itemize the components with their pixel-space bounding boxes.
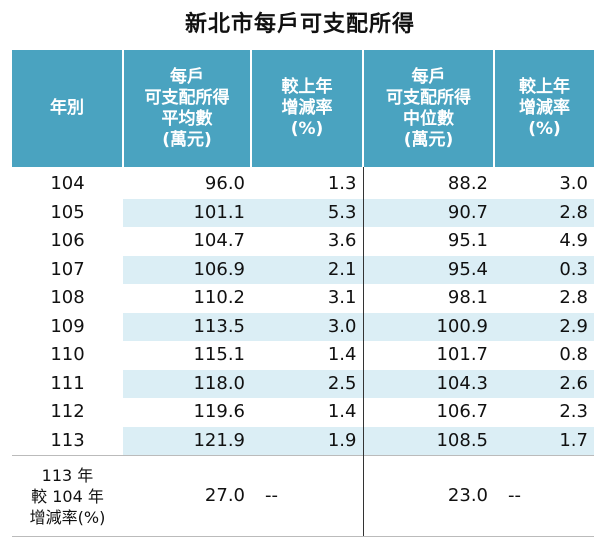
cell-median: 90.7 <box>362 198 494 227</box>
cell-median-change: 1.7 <box>494 426 594 456</box>
cell-median-change: 2.3 <box>559 401 588 423</box>
table-row: 108 110.2 3.1 98.1 2.8 <box>12 284 594 313</box>
cell-average: 106.9 <box>123 255 251 284</box>
table-row: 111 118.0 2.5 104.3 2.6 <box>12 369 594 398</box>
summary-median: 23.0 <box>362 455 494 537</box>
cell-average: 119.6 <box>193 401 245 423</box>
header-average-change: 較上年 增減率 (%) <box>250 50 363 167</box>
cell-average-change: 3.0 <box>251 312 363 341</box>
cell-average-change: 3.1 <box>327 287 357 309</box>
cell-average: 101.1 <box>123 198 251 227</box>
table-row: 109 113.5 3.0 100.9 2.9 <box>12 312 594 341</box>
cell-average-change: 5.3 <box>251 198 363 227</box>
table-header-row: 年別 每戶 可支配所得 平均數 (萬元) 較上年 增減率 (%) 每戶 可支配所… <box>12 50 594 167</box>
cell-average-change: 2.5 <box>251 369 363 398</box>
cell-year: 112 <box>50 401 85 423</box>
header-year: 年別 <box>12 50 123 167</box>
cell-year: 106 <box>50 230 85 252</box>
cell-median: 104.3 <box>362 369 494 398</box>
cell-median: 108.5 <box>362 426 494 456</box>
cell-year: 109 <box>12 312 123 341</box>
summary-label: 113 年 較 104 年 增減率(%) <box>12 455 123 537</box>
cell-median-change: 0.8 <box>559 344 588 366</box>
income-table: 年別 每戶 可支配所得 平均數 (萬元) 較上年 增減率 (%) 每戶 可支配所… <box>12 50 594 537</box>
cell-year: 105 <box>12 198 123 227</box>
cell-average: 118.0 <box>123 369 251 398</box>
cell-year: 110 <box>50 344 85 366</box>
cell-year: 113 <box>12 426 123 456</box>
cell-median: 88.2 <box>362 167 494 199</box>
summary-average: 27.0 <box>123 455 251 537</box>
table-row: 104 96.0 1.3 88.2 3.0 <box>12 167 594 199</box>
cell-median: 101.7 <box>362 341 494 370</box>
cell-average: 110.2 <box>193 287 245 309</box>
cell-average-change: 1.3 <box>327 173 357 195</box>
summary-median-change: -- <box>494 455 594 537</box>
cell-median-change: 2.8 <box>559 287 588 309</box>
header-average-income: 每戶 可支配所得 平均數 (萬元) <box>122 50 251 167</box>
header-median-income: 每戶 可支配所得 中位數 (萬元) <box>362 50 494 167</box>
cell-year: 104 <box>50 173 85 195</box>
cell-average-change: 3.6 <box>327 230 357 252</box>
table-row: 113 121.9 1.9 108.5 1.7 <box>12 426 594 456</box>
table-row: 107 106.9 2.1 95.4 0.3 <box>12 255 594 284</box>
cell-average: 113.5 <box>123 312 251 341</box>
cell-median: 95.1 <box>362 227 494 256</box>
cell-average-change: 1.9 <box>251 426 363 456</box>
cell-average-change: 2.1 <box>251 255 363 284</box>
table-row: 110 115.1 1.4 101.7 0.8 <box>12 341 594 370</box>
cell-average: 104.7 <box>193 230 245 252</box>
cell-median: 100.9 <box>362 312 494 341</box>
table-row: 106 104.7 3.6 95.1 4.9 <box>12 227 594 256</box>
cell-median: 106.7 <box>362 398 494 427</box>
cell-median-change: 0.3 <box>494 255 594 284</box>
cell-average: 96.0 <box>204 173 245 195</box>
cell-median: 98.1 <box>362 284 494 313</box>
cell-median-change: 4.9 <box>559 230 588 252</box>
cell-median-change: 2.8 <box>494 198 594 227</box>
cell-average-change: 1.4 <box>327 344 357 366</box>
cell-year: 108 <box>50 287 85 309</box>
cell-median-change: 3.0 <box>559 173 588 195</box>
cell-average: 115.1 <box>193 344 245 366</box>
table-row: 112 119.6 1.4 106.7 2.3 <box>12 398 594 427</box>
cell-median-change: 2.9 <box>494 312 594 341</box>
page-title: 新北市每戶可支配所得 <box>184 12 415 37</box>
summary-average-change: -- <box>251 455 363 537</box>
cell-average-change: 1.4 <box>327 401 357 423</box>
header-median-change: 較上年 增減率 (%) <box>493 50 594 167</box>
cell-year: 107 <box>12 255 123 284</box>
cell-median-change: 2.6 <box>494 369 594 398</box>
cell-median: 95.4 <box>362 255 494 284</box>
summary-row: 113 年 較 104 年 增減率(%) 27.0 -- 23.0 -- <box>12 455 594 537</box>
table-row: 105 101.1 5.3 90.7 2.8 <box>12 198 594 227</box>
cell-average: 121.9 <box>123 426 251 456</box>
cell-year: 111 <box>12 369 123 398</box>
